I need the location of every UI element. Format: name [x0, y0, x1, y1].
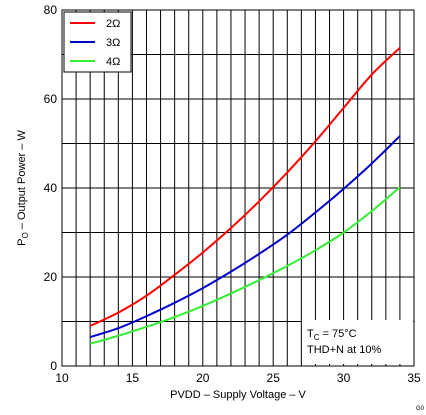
- series-line-1: [89, 47, 401, 327]
- tick-labels: 10 15 20 25 30 35 0 20 40 60 80: [44, 3, 421, 385]
- y-tick-label: 60: [44, 92, 58, 106]
- grid-layer: [62, 10, 414, 366]
- x-tick-label: 15: [126, 371, 140, 385]
- series-line-3: [89, 186, 401, 345]
- plot-frame: [61, 9, 415, 367]
- y-tick-label: 0: [50, 359, 57, 373]
- x-tick-label: 35: [407, 371, 421, 385]
- legend-label-4ohm: 4Ω: [106, 56, 120, 68]
- condition-annotation: TC = 75°C THD+N at 10%: [302, 320, 413, 364]
- legend: 2Ω 3Ω 4Ω: [63, 11, 132, 73]
- y-tick-label: 40: [44, 181, 58, 195]
- x-tick-label: 10: [55, 371, 69, 385]
- annotation-temperature: TC = 75°C: [307, 328, 357, 342]
- x-axis-title: PVDD – Supply Voltage – V: [170, 389, 306, 401]
- annotation-box: [302, 320, 413, 364]
- x-tick-label: 20: [196, 371, 210, 385]
- x-tick-label: 30: [337, 371, 351, 385]
- y-tick-label: 20: [44, 270, 58, 284]
- annotation-thd: THD+N at 10%: [307, 344, 381, 356]
- x-tick-label: 25: [267, 371, 281, 385]
- y-tick-label: 80: [44, 3, 58, 17]
- legend-label-2ohm: 2Ω: [106, 18, 120, 30]
- y-axis-title: PO – Output Power – W: [16, 130, 30, 246]
- series-line-2: [89, 135, 401, 339]
- figure-code: G0: [416, 406, 425, 412]
- legend-label-3ohm: 3Ω: [106, 37, 120, 49]
- series-layer: [89, 47, 401, 345]
